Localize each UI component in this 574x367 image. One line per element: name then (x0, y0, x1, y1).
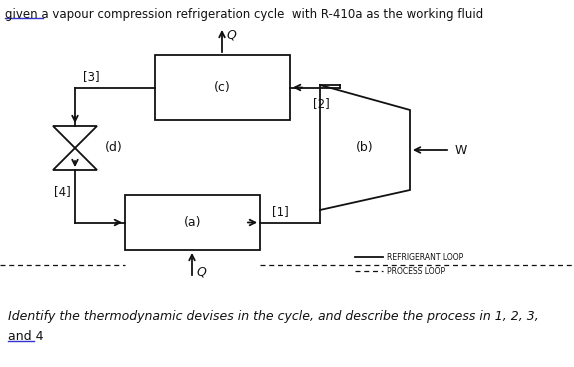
Text: REFRIGERANT LOOP: REFRIGERANT LOOP (387, 252, 463, 262)
Text: Q: Q (226, 29, 236, 41)
Text: (d): (d) (105, 142, 123, 155)
Text: [4]: [4] (55, 185, 71, 198)
Text: [3]: [3] (83, 70, 100, 84)
Text: (c): (c) (214, 81, 231, 94)
Bar (125, 195, 260, 250)
Text: Identify the thermodynamic devises in the cycle, and describe the process in 1, : Identify the thermodynamic devises in th… (8, 310, 539, 323)
Polygon shape (53, 148, 97, 170)
Bar (155, 55, 290, 120)
Text: given a vapour compression refrigeration cycle  with R-410a as the working fluid: given a vapour compression refrigeration… (5, 8, 483, 21)
Text: and 4: and 4 (8, 330, 44, 343)
Text: (b): (b) (356, 141, 374, 154)
Text: [1]: [1] (272, 206, 288, 218)
Polygon shape (53, 126, 97, 148)
Text: W: W (455, 143, 467, 156)
Text: (a): (a) (184, 216, 201, 229)
Text: PROCESS LOOP: PROCESS LOOP (387, 266, 445, 276)
Text: [2]: [2] (313, 98, 330, 110)
Polygon shape (320, 85, 410, 210)
Text: Q: Q (196, 265, 206, 279)
